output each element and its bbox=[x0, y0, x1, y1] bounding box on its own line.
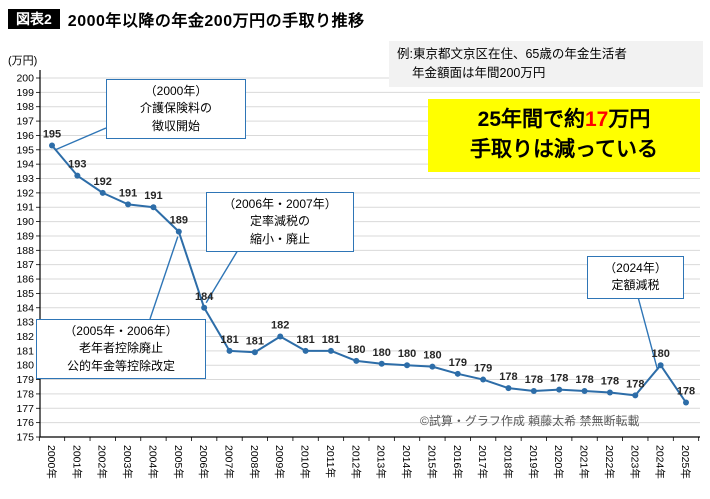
svg-text:2010年: 2010年 bbox=[299, 445, 312, 479]
highlight-line2: 手取りは減っている bbox=[470, 138, 658, 162]
svg-text:187: 187 bbox=[16, 259, 34, 271]
svg-text:180: 180 bbox=[373, 347, 391, 359]
svg-text:193: 193 bbox=[68, 159, 86, 171]
svg-text:178: 178 bbox=[626, 378, 644, 390]
svg-text:185: 185 bbox=[16, 288, 34, 300]
svg-text:189: 189 bbox=[170, 215, 188, 227]
svg-text:2003年: 2003年 bbox=[121, 445, 134, 479]
svg-text:2019年: 2019年 bbox=[527, 445, 540, 479]
svg-text:2014年: 2014年 bbox=[400, 445, 413, 479]
annotation-2006-2007: （2006年・2007年） 定率減税の 縮小・廃止 bbox=[206, 192, 354, 253]
svg-text:2024年: 2024年 bbox=[654, 445, 667, 479]
svg-text:184: 184 bbox=[195, 291, 214, 303]
svg-text:191: 191 bbox=[119, 187, 137, 199]
svg-text:180: 180 bbox=[651, 348, 669, 360]
svg-text:192: 192 bbox=[94, 176, 112, 188]
svg-text:2011年: 2011年 bbox=[324, 445, 337, 478]
svg-text:183: 183 bbox=[16, 317, 34, 329]
svg-text:180: 180 bbox=[423, 350, 441, 362]
svg-text:178: 178 bbox=[601, 375, 619, 387]
svg-text:2000年: 2000年 bbox=[45, 445, 58, 479]
svg-text:2002年: 2002年 bbox=[96, 445, 109, 479]
svg-text:195: 195 bbox=[43, 128, 61, 140]
header: 図表2 2000年以降の年金200万円の手取り推移 bbox=[8, 7, 365, 31]
svg-text:2009年: 2009年 bbox=[273, 445, 286, 479]
svg-text:178: 178 bbox=[677, 386, 695, 398]
svg-text:180: 180 bbox=[347, 344, 365, 356]
svg-text:2013年: 2013年 bbox=[375, 445, 388, 479]
svg-text:2022年: 2022年 bbox=[603, 445, 616, 479]
svg-text:194: 194 bbox=[16, 159, 34, 171]
svg-text:182: 182 bbox=[16, 331, 34, 343]
svg-text:182: 182 bbox=[271, 319, 289, 331]
svg-text:179: 179 bbox=[449, 357, 467, 369]
svg-text:178: 178 bbox=[575, 374, 593, 386]
svg-text:2007年: 2007年 bbox=[223, 445, 236, 479]
svg-text:178: 178 bbox=[499, 371, 517, 383]
svg-text:180: 180 bbox=[398, 348, 416, 360]
annotation-2024: （2024年） 定額減税 bbox=[587, 256, 684, 299]
svg-text:199: 199 bbox=[16, 87, 34, 99]
svg-text:2005年: 2005年 bbox=[172, 445, 185, 479]
svg-text:2006年: 2006年 bbox=[197, 445, 210, 479]
svg-text:198: 198 bbox=[16, 101, 34, 113]
svg-text:196: 196 bbox=[16, 130, 34, 142]
example-note-line1: 例:東京都文京区在住、65歳の年金生活者 bbox=[397, 47, 627, 61]
copyright-credit: ©試算・グラフ作成 頼藤太希 禁無断転載 bbox=[420, 414, 640, 428]
svg-text:178: 178 bbox=[16, 388, 34, 400]
svg-text:181: 181 bbox=[296, 334, 314, 346]
svg-text:2025年: 2025年 bbox=[679, 445, 692, 479]
figure-badge: 図表2 bbox=[8, 8, 60, 30]
svg-text:175: 175 bbox=[16, 432, 34, 444]
svg-text:2017年: 2017年 bbox=[476, 445, 489, 479]
svg-text:195: 195 bbox=[16, 144, 34, 156]
svg-text:193: 193 bbox=[16, 173, 34, 185]
annotation-2000: （2000年） 介護保険料の 徴収開始 bbox=[106, 79, 246, 140]
svg-text:177: 177 bbox=[16, 403, 34, 415]
svg-text:178: 178 bbox=[550, 373, 568, 385]
svg-text:2004年: 2004年 bbox=[146, 445, 159, 479]
svg-text:200: 200 bbox=[16, 73, 34, 85]
svg-text:2023年: 2023年 bbox=[628, 445, 641, 479]
svg-text:180: 180 bbox=[16, 360, 34, 372]
svg-text:2008年: 2008年 bbox=[248, 445, 261, 479]
svg-text:2001年: 2001年 bbox=[70, 445, 83, 479]
highlight-red-number: 17 bbox=[585, 108, 609, 131]
svg-text:2012年: 2012年 bbox=[349, 445, 362, 479]
svg-text:2015年: 2015年 bbox=[425, 445, 438, 479]
y-axis-unit-label: (万円) bbox=[8, 55, 38, 67]
highlight-callout: 25年間で約17万円 手取りは減っている bbox=[428, 99, 700, 172]
svg-text:192: 192 bbox=[16, 187, 34, 199]
svg-text:181: 181 bbox=[220, 334, 238, 346]
svg-text:188: 188 bbox=[16, 245, 34, 257]
svg-text:181: 181 bbox=[322, 334, 340, 346]
page-title: 2000年以降の年金200万円の手取り推移 bbox=[67, 13, 365, 30]
svg-text:190: 190 bbox=[16, 216, 34, 228]
svg-text:181: 181 bbox=[246, 335, 264, 347]
svg-text:186: 186 bbox=[16, 274, 34, 286]
svg-text:181: 181 bbox=[16, 345, 34, 357]
svg-text:178: 178 bbox=[525, 374, 543, 386]
example-note: 例:東京都文京区在住、65歳の年金生活者 年金額面は年間200万円 bbox=[389, 41, 703, 87]
svg-text:2020年: 2020年 bbox=[552, 445, 565, 479]
svg-text:191: 191 bbox=[144, 190, 162, 202]
svg-text:179: 179 bbox=[16, 374, 34, 386]
highlight-line1: 25年間で約17万円 bbox=[477, 108, 651, 131]
svg-text:179: 179 bbox=[474, 363, 492, 375]
svg-text:189: 189 bbox=[16, 230, 34, 242]
svg-text:191: 191 bbox=[16, 202, 34, 214]
svg-text:197: 197 bbox=[16, 116, 34, 128]
svg-text:176: 176 bbox=[16, 417, 34, 429]
example-note-line2: 年金額面は年間200万円 bbox=[412, 65, 546, 80]
annotation-2005-2006: （2005年・2006年） 老年者控除廃止 公的年金等控除改定 bbox=[36, 319, 206, 380]
svg-text:2021年: 2021年 bbox=[578, 445, 591, 479]
svg-text:2016年: 2016年 bbox=[451, 445, 464, 479]
svg-text:2018年: 2018年 bbox=[501, 445, 514, 479]
svg-text:184: 184 bbox=[16, 302, 34, 314]
